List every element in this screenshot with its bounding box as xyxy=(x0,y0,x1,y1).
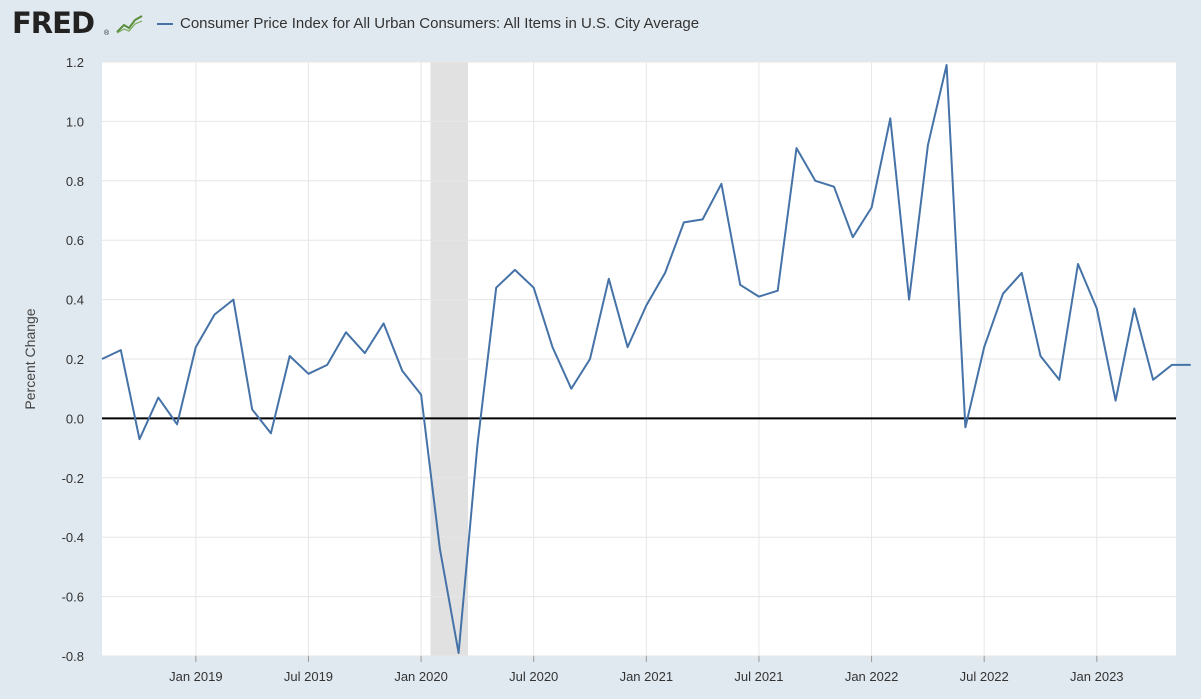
x-tick-label: Jul 2021 xyxy=(734,669,783,684)
x-tick-label: Jan 2020 xyxy=(394,669,448,684)
legend-line-swatch xyxy=(157,23,173,25)
y-tick-label: -0.4 xyxy=(62,530,84,545)
x-tick-label: Jan 2021 xyxy=(620,669,674,684)
y-tick-label: 0.4 xyxy=(66,293,84,308)
y-tick-label: 1.0 xyxy=(66,114,84,129)
y-tick-label: -0.2 xyxy=(62,471,84,486)
y-tick-label: -0.6 xyxy=(62,590,84,605)
fred-chart-icon xyxy=(115,13,145,35)
y-tick-label: 0.2 xyxy=(66,352,84,367)
x-tick-label: Jul 2020 xyxy=(509,669,558,684)
y-tick-label: -0.8 xyxy=(62,649,84,664)
chart-header: FRED ® Consumer Price Index for All Urba… xyxy=(0,0,1201,52)
series-line-cpi[interactable] xyxy=(101,64,1191,654)
x-tick-label: Jan 2022 xyxy=(845,669,899,684)
x-tick-label: Jul 2019 xyxy=(284,669,333,684)
y-tick-label: 1.2 xyxy=(66,55,84,70)
y-tick-label: 0.8 xyxy=(66,174,84,189)
x-tick-label: Jan 2023 xyxy=(1070,669,1124,684)
x-tick-label: Jan 2019 xyxy=(169,669,223,684)
fred-logo[interactable]: FRED xyxy=(12,6,95,40)
y-tick-label: 0.6 xyxy=(66,233,84,248)
series-title[interactable]: Consumer Price Index for All Urban Consu… xyxy=(180,15,700,32)
fred-logo-registered-mark: ® xyxy=(104,30,110,37)
y-axis-label: Percent Change xyxy=(22,308,38,409)
x-tick-label: Jul 2022 xyxy=(960,669,1009,684)
y-tick-label: 0.0 xyxy=(66,411,84,426)
